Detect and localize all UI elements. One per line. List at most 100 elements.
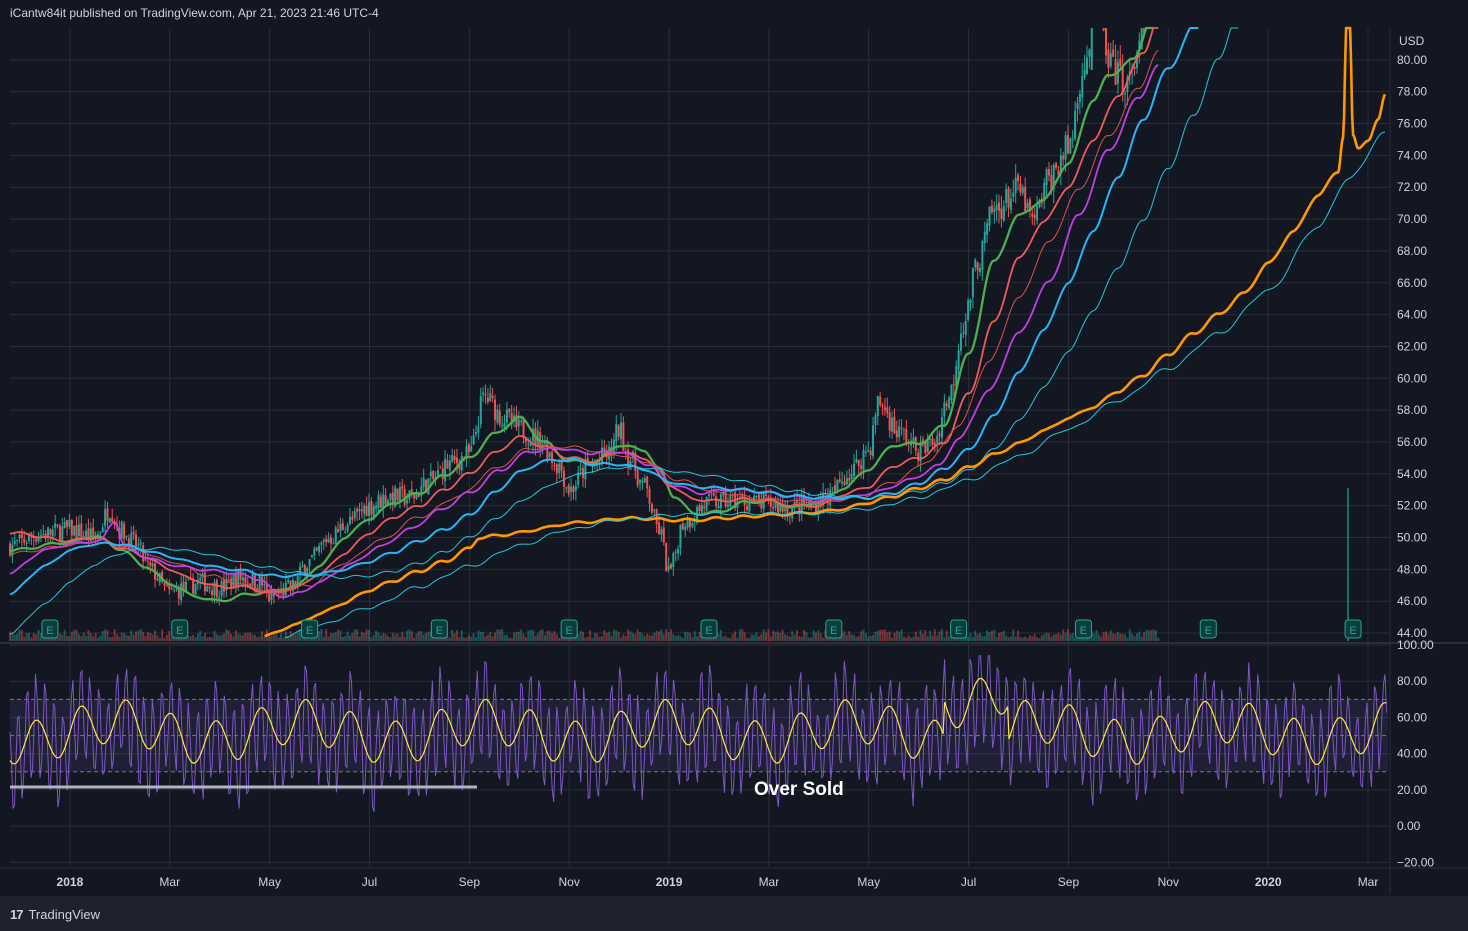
earnings-icon[interactable]: E bbox=[950, 619, 968, 639]
candle-body bbox=[125, 535, 128, 537]
candle-body bbox=[572, 486, 575, 493]
candle-body bbox=[313, 548, 316, 556]
earnings-icon[interactable]: E bbox=[1344, 619, 1362, 639]
candle-body bbox=[325, 538, 328, 543]
candle-body bbox=[679, 524, 682, 548]
earnings-icon[interactable]: E bbox=[700, 619, 718, 639]
candle-body bbox=[662, 527, 665, 543]
candle-body bbox=[358, 509, 361, 512]
candle-body bbox=[348, 516, 351, 524]
candle-body bbox=[838, 479, 841, 482]
rsi-tick-label[interactable]: 40.00 bbox=[1397, 747, 1427, 761]
rsi-tick-label[interactable]: 20.00 bbox=[1397, 783, 1427, 797]
volume-bar bbox=[603, 629, 606, 641]
volume-bar bbox=[410, 631, 413, 641]
rsi-tick-label[interactable]: 60.00 bbox=[1397, 710, 1427, 724]
time-tick-label[interactable]: Nov bbox=[559, 875, 580, 889]
price-tick-label[interactable]: 76.00 bbox=[1397, 117, 1427, 131]
volume-bar bbox=[833, 636, 836, 641]
time-axis-ticks[interactable]: 2018 Mar May Jul Sep Nov 2019 Mar May Jul Sep Nov 20… bbox=[57, 875, 1379, 889]
volume-bar bbox=[819, 633, 822, 641]
price-tick-label[interactable]: 74.00 bbox=[1397, 148, 1427, 162]
time-tick-label[interactable]: Sep bbox=[1058, 875, 1080, 889]
time-tick-label[interactable]: Jul bbox=[961, 875, 976, 889]
price-tick-label[interactable]: 62.00 bbox=[1397, 339, 1427, 353]
time-tick-label[interactable]: Mar bbox=[1358, 875, 1379, 889]
earnings-icon[interactable]: E bbox=[825, 619, 843, 639]
time-tick-label[interactable]: May bbox=[857, 875, 880, 889]
time-tick-label[interactable]: Mar bbox=[759, 875, 780, 889]
volume-bar bbox=[477, 630, 480, 641]
candle-body bbox=[1026, 202, 1029, 209]
earnings-icon[interactable]: E bbox=[1074, 619, 1092, 639]
earnings-icon[interactable]: E bbox=[301, 619, 319, 639]
volume-bar bbox=[232, 636, 235, 641]
earnings-icon[interactable]: E bbox=[1199, 619, 1217, 639]
price-tick-label[interactable]: 66.00 bbox=[1397, 276, 1427, 290]
earnings-icon[interactable]: E bbox=[171, 619, 189, 639]
time-tick-label[interactable]: Jul bbox=[362, 875, 377, 889]
volume-bar bbox=[553, 631, 556, 641]
candle-body bbox=[296, 576, 299, 587]
candle-body bbox=[862, 450, 865, 471]
earnings-icon[interactable]: E bbox=[41, 619, 59, 639]
price-axis-ticks[interactable]: 80.00 78.00 76.00 74.00 72.00 70.00 68.00 66.00… bbox=[1397, 53, 1427, 640]
rsi-tick-label[interactable]: 80.00 bbox=[1397, 674, 1427, 688]
svg-text:E: E bbox=[705, 625, 712, 637]
volume-bar bbox=[757, 636, 760, 641]
candle-body bbox=[931, 438, 934, 445]
price-tick-label[interactable]: 68.00 bbox=[1397, 244, 1427, 258]
rsi-tick-label[interactable]: 100.00 bbox=[1397, 638, 1434, 652]
candle-body bbox=[1081, 75, 1084, 98]
time-tick-label[interactable]: 2018 bbox=[57, 875, 84, 889]
candle-body bbox=[451, 454, 454, 463]
candle-body bbox=[1062, 155, 1065, 160]
candle-body bbox=[964, 320, 967, 335]
price-tick-label[interactable]: 60.00 bbox=[1397, 371, 1427, 385]
price-tick-label[interactable]: 54.00 bbox=[1397, 467, 1427, 481]
rsi-tick-label[interactable]: −20.00 bbox=[1397, 855, 1434, 869]
tradingview-logo[interactable]: 17 TradingView bbox=[10, 907, 100, 922]
volume-bar bbox=[905, 637, 908, 641]
earnings-icon[interactable]: E bbox=[560, 619, 578, 639]
price-tick-label[interactable]: 64.00 bbox=[1397, 308, 1427, 322]
candle-body bbox=[988, 206, 991, 227]
volume-bar bbox=[482, 631, 485, 641]
volume-bar bbox=[650, 635, 653, 641]
rsi-axis-ticks[interactable]: 100.00 80.00 60.00 40.00 20.00 0.00 −20.00 bbox=[1397, 638, 1434, 869]
volume-bar bbox=[206, 637, 209, 641]
price-tick-label[interactable]: 50.00 bbox=[1397, 531, 1427, 545]
price-tick-label[interactable]: 58.00 bbox=[1397, 403, 1427, 417]
rsi-tick-label[interactable]: 0.00 bbox=[1397, 819, 1421, 833]
candle-body bbox=[510, 412, 513, 425]
volume-bar bbox=[769, 636, 772, 641]
volume-bar bbox=[375, 630, 378, 641]
time-tick-label[interactable]: 2020 bbox=[1255, 875, 1282, 889]
time-tick-label[interactable]: May bbox=[258, 875, 281, 889]
price-tick-label[interactable]: 48.00 bbox=[1397, 562, 1427, 576]
price-tick-label[interactable]: 72.00 bbox=[1397, 180, 1427, 194]
price-tick-label[interactable]: 46.00 bbox=[1397, 594, 1427, 608]
candle-body bbox=[28, 533, 31, 542]
price-tick-label[interactable]: 80.00 bbox=[1397, 53, 1427, 67]
price-tick-label[interactable]: 44.00 bbox=[1397, 626, 1427, 640]
volume-bar bbox=[629, 631, 632, 641]
time-tick-label[interactable]: 2019 bbox=[656, 875, 683, 889]
time-tick-label[interactable]: Nov bbox=[1158, 875, 1179, 889]
time-tick-label[interactable]: Mar bbox=[159, 875, 180, 889]
volume-bar bbox=[49, 636, 52, 641]
candle-body bbox=[855, 458, 858, 463]
candle-body bbox=[833, 485, 836, 493]
volume-bar bbox=[872, 635, 875, 641]
earnings-icon[interactable]: E bbox=[430, 619, 448, 639]
candle-body bbox=[173, 590, 176, 592]
price-tick-label[interactable]: 78.00 bbox=[1397, 85, 1427, 99]
price-tick-label[interactable]: 52.00 bbox=[1397, 499, 1427, 513]
volume-bar bbox=[192, 635, 195, 641]
volume-bar bbox=[717, 633, 720, 641]
price-tick-label[interactable]: 56.00 bbox=[1397, 435, 1427, 449]
time-tick-label[interactable]: Sep bbox=[459, 875, 481, 889]
volume-bar bbox=[1109, 630, 1112, 641]
price-tick-label[interactable]: 70.00 bbox=[1397, 212, 1427, 226]
